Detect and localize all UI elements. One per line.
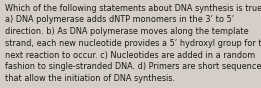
Text: a) DNA polymerase adds dNTP monomers in the 3’ to 5’: a) DNA polymerase adds dNTP monomers in … bbox=[5, 15, 234, 24]
Text: next reaction to occur. c) Nucleotides are added in a random: next reaction to occur. c) Nucleotides a… bbox=[5, 51, 255, 60]
Text: direction. b) As DNA polymerase moves along the template: direction. b) As DNA polymerase moves al… bbox=[5, 27, 248, 36]
Text: Which of the following statements about DNA synthesis is true?: Which of the following statements about … bbox=[5, 4, 261, 12]
Text: fashion to single-stranded DNA. d) Primers are short sequences: fashion to single-stranded DNA. d) Prime… bbox=[5, 62, 261, 71]
Text: that allow the initiation of DNA synthesis.: that allow the initiation of DNA synthes… bbox=[5, 74, 175, 83]
Text: strand, each new nucleotide provides a 5’ hydroxyl group for the: strand, each new nucleotide provides a 5… bbox=[5, 39, 261, 48]
